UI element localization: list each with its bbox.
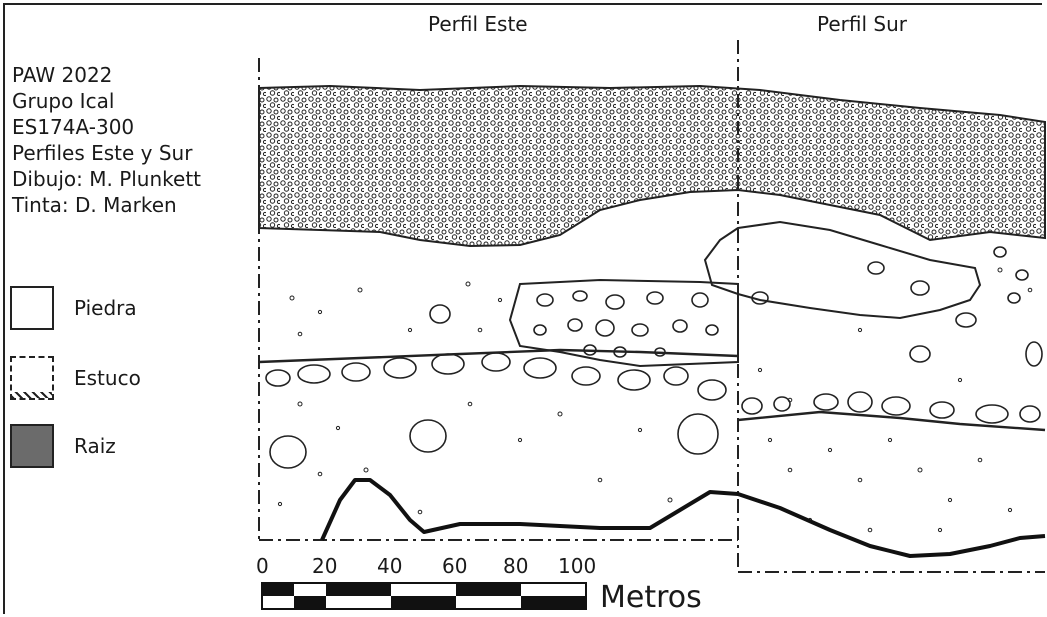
gravel-layer bbox=[258, 84, 1046, 248]
legend-item-estuco: Estuco bbox=[10, 356, 141, 400]
root-swatch bbox=[10, 424, 54, 468]
south-profile-title: Perfil Sur bbox=[817, 12, 907, 36]
legend-item-piedra: Piedra bbox=[10, 286, 137, 330]
scale-tick-label: 20 bbox=[312, 554, 338, 578]
info-line: PAW 2022 bbox=[12, 63, 113, 87]
root-trace bbox=[320, 478, 1046, 558]
info-line: Grupo Ical bbox=[12, 89, 115, 113]
scale-tick-label: 60 bbox=[442, 554, 468, 578]
scale-unit-label: Metros bbox=[600, 580, 702, 615]
south-block bbox=[703, 220, 1043, 367]
info-line: Tinta: D. Marken bbox=[12, 193, 177, 217]
stone-swatch bbox=[10, 286, 54, 330]
scale-tick-label: 80 bbox=[503, 554, 529, 578]
legend-item-raiz: Raiz bbox=[10, 424, 116, 468]
info-line: Perfiles Este y Sur bbox=[12, 141, 193, 165]
legend-label: Piedra bbox=[74, 296, 137, 320]
stone-fill-block bbox=[429, 278, 739, 368]
east-profile-title: Perfil Este bbox=[428, 12, 528, 36]
cobble-band bbox=[258, 348, 1046, 469]
scattered-dots bbox=[277, 267, 1033, 533]
scale-tick-label: 0 bbox=[256, 554, 269, 578]
legend-label: Estuco bbox=[74, 366, 141, 390]
stucco-swatch bbox=[10, 356, 54, 400]
info-line: Dibujo: M. Plunkett bbox=[12, 167, 202, 191]
scale-tick-label: 40 bbox=[377, 554, 403, 578]
info-line: ES174A-300 bbox=[12, 115, 135, 139]
info-block: PAW 2022 Grupo Ical ES174A-300 Perfiles … bbox=[12, 62, 201, 218]
legend-label: Raiz bbox=[74, 434, 116, 458]
scale-tick-label: 100 bbox=[558, 554, 597, 578]
figure-frame bbox=[3, 3, 1042, 614]
